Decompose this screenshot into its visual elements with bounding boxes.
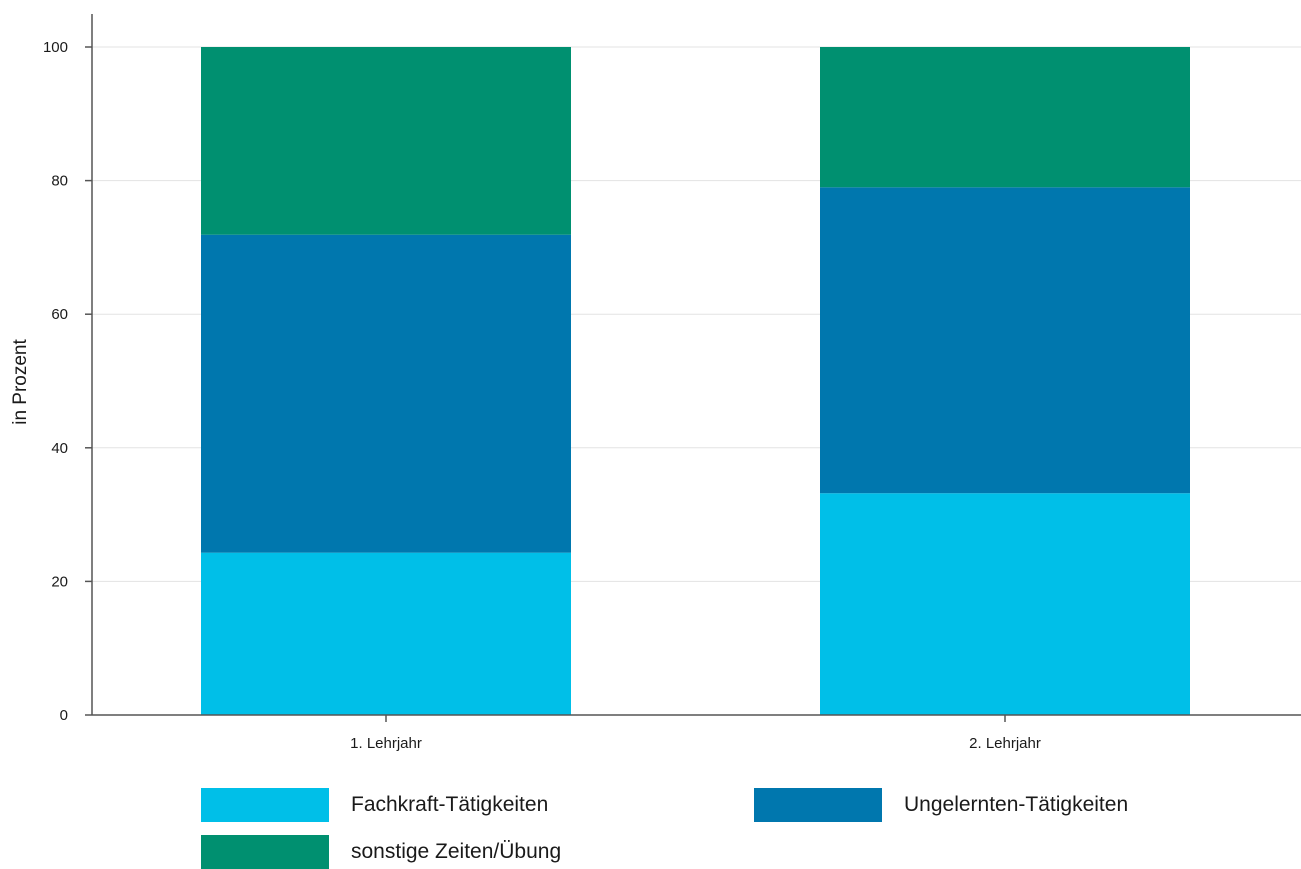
- y-tick-label: 20: [51, 573, 68, 590]
- bars: [201, 47, 1190, 715]
- x-ticks: 1. Lehrjahr 2. Lehrjahr: [350, 715, 1041, 752]
- bar-segment: [820, 187, 1190, 494]
- y-axis-title: in Prozent: [10, 339, 31, 425]
- x-tick-label: 2. Lehrjahr: [969, 735, 1041, 752]
- bar-segment: [201, 47, 571, 235]
- bar-segment: [820, 493, 1190, 715]
- y-tick-label: 100: [43, 39, 68, 56]
- bar-segment: [820, 47, 1190, 188]
- y-tick-label: 0: [60, 707, 68, 724]
- bar-segment: [201, 234, 571, 553]
- y-ticks: 0 20 40 60 80 100: [43, 39, 92, 724]
- y-tick-label: 40: [51, 440, 68, 457]
- y-tick-label: 80: [51, 173, 68, 190]
- bar-segment: [201, 552, 571, 715]
- y-tick-label: 60: [51, 306, 68, 323]
- x-tick-label: 1. Lehrjahr: [350, 735, 422, 752]
- axes: [91, 14, 1301, 716]
